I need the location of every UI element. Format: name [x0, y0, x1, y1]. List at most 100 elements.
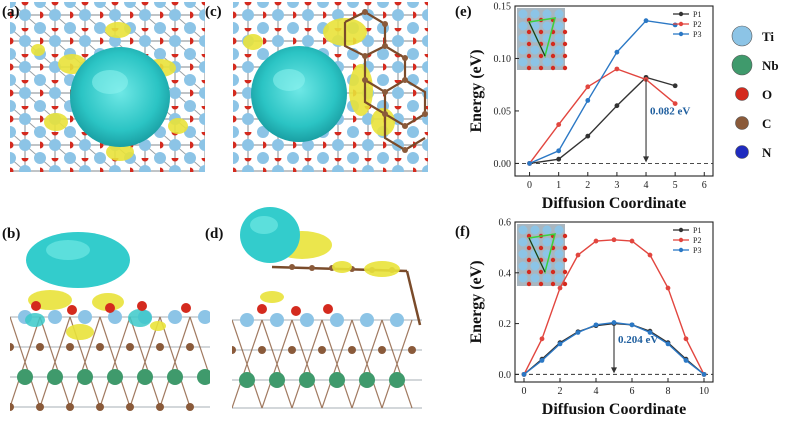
legend-label: P2	[693, 20, 701, 29]
x-tick-label: 6	[702, 180, 707, 191]
data-point-p2	[614, 66, 620, 72]
x-tick-label: 4	[594, 386, 599, 397]
inset-structure-thumbnail	[517, 224, 568, 287]
data-point-p2	[593, 238, 599, 244]
legend-atom-nb-icon	[731, 54, 753, 76]
x-tick-label: 0	[522, 386, 527, 397]
energy-chart-e: 0 1 2 3 4 5 6 0.00 0.05 0.10 0.15 Diffusion Coordin…	[468, 2, 714, 212]
data-point-p3	[521, 371, 527, 377]
data-point-p1	[672, 83, 678, 89]
legend-atom-ti-icon	[731, 25, 753, 47]
data-point-p2	[557, 285, 563, 291]
panel-d-image	[232, 205, 422, 413]
series-line-p2	[528, 68, 676, 164]
legend-atom-label: Nb	[762, 58, 779, 73]
y-tick-label: 0.00	[494, 159, 512, 170]
data-point-p3	[672, 22, 678, 28]
data-point-p3	[665, 341, 671, 347]
data-point-p3	[614, 49, 620, 55]
x-tick-label: 2	[585, 180, 590, 191]
data-point-p1	[556, 156, 562, 162]
legend-label: P1	[693, 10, 701, 19]
legend-marker-p2	[678, 237, 684, 243]
legend-atom-o-icon	[735, 87, 749, 101]
x-axis-label: Diffusion Coordinate	[542, 401, 686, 418]
y-tick-label: 0.0	[499, 370, 512, 381]
x-tick-label: 3	[614, 180, 619, 191]
data-point-p3	[629, 322, 635, 328]
data-point-p2	[665, 285, 671, 291]
side-view-charge-density-d	[232, 207, 422, 409]
data-point-p2	[556, 122, 562, 127]
top-view-charge-density-a	[10, 2, 205, 172]
data-point-p3	[701, 371, 707, 377]
legend-atom-label: N	[762, 145, 772, 160]
y-tick-label: 0.6	[499, 218, 512, 229]
plot-frame	[514, 221, 714, 383]
legend-atom-label: Ti	[762, 29, 774, 44]
panel-c-image	[233, 2, 428, 172]
panel-b-image	[10, 222, 210, 414]
data-point-p3	[585, 98, 591, 103]
x-tick-label: 5	[673, 180, 678, 191]
x-tick-label: 8	[666, 386, 671, 397]
y-axis-label: Energy (eV)	[468, 49, 485, 132]
panel-label-f: (f)	[455, 224, 470, 240]
legend-label: P1	[693, 226, 701, 235]
x-tick-label: 0	[527, 180, 532, 191]
inset-structure-thumbnail	[517, 8, 568, 71]
panel-label-d: (d)	[205, 226, 224, 242]
x-tick-label: 6	[630, 386, 635, 397]
data-point-p2	[575, 252, 581, 258]
x-tick-label: 2	[558, 386, 563, 397]
legend-atom-c-icon	[735, 116, 749, 130]
annotation-label: 0.082 eV	[650, 105, 690, 117]
energy-chart-f: 0 2 4 6 8 10 0.0 0.2 0.4 0.6 Diffusion Coordinate E…	[468, 218, 714, 418]
data-point-p2	[585, 84, 591, 90]
x-axis-label: Diffusion Coordinate	[542, 195, 686, 212]
annotation-arrowhead	[643, 156, 650, 163]
x-tick-label: 4	[644, 180, 649, 191]
data-point-p3	[647, 330, 653, 335]
data-point-p3	[556, 148, 562, 154]
legend-label: P3	[693, 30, 701, 39]
data-point-p2	[539, 336, 545, 342]
data-point-p3	[527, 161, 532, 166]
data-point-p1	[585, 133, 591, 139]
legend-marker-p2	[678, 21, 684, 27]
data-point-p2	[683, 336, 689, 342]
legend-marker-p1	[678, 227, 684, 233]
legend-marker-p3	[678, 31, 684, 37]
data-point-p2	[647, 252, 653, 258]
data-point-p3	[539, 358, 545, 363]
data-point-p3	[557, 341, 563, 347]
data-point-p2	[629, 238, 635, 244]
data-point-p2	[672, 101, 678, 106]
y-tick-label: 0.15	[494, 2, 512, 13]
atom-legend: Ti Nb OCN	[731, 25, 779, 160]
series-line-p3	[529, 19, 676, 165]
y-tick-label: 0.10	[494, 54, 512, 65]
legend-label: P2	[693, 236, 701, 245]
panel-label-a: (a)	[2, 4, 20, 20]
annotation-label: 0.204 eV	[618, 334, 658, 346]
x-tick-label: 1	[556, 180, 561, 191]
top-view-charge-density-c	[233, 2, 428, 172]
data-point-p2	[611, 237, 617, 243]
data-point-p3	[593, 322, 599, 328]
data-point-p3	[611, 320, 617, 325]
legend-label: P3	[693, 246, 701, 255]
side-view-charge-density-b	[10, 232, 210, 411]
y-tick-label: 0.4	[499, 268, 512, 279]
data-point-p3	[643, 18, 649, 24]
legend-marker-p3	[678, 247, 684, 253]
panel-label-e: (e)	[455, 4, 472, 20]
legend-atom-n-icon	[735, 145, 749, 159]
annotation-arrowhead	[611, 367, 617, 374]
data-point-p3	[575, 330, 581, 335]
x-tick-label: 10	[699, 386, 709, 397]
panel-label-c: (c)	[205, 4, 222, 20]
legend-marker-p1	[678, 11, 684, 17]
plot-frame	[514, 5, 714, 177]
data-point-p1	[614, 103, 620, 109]
